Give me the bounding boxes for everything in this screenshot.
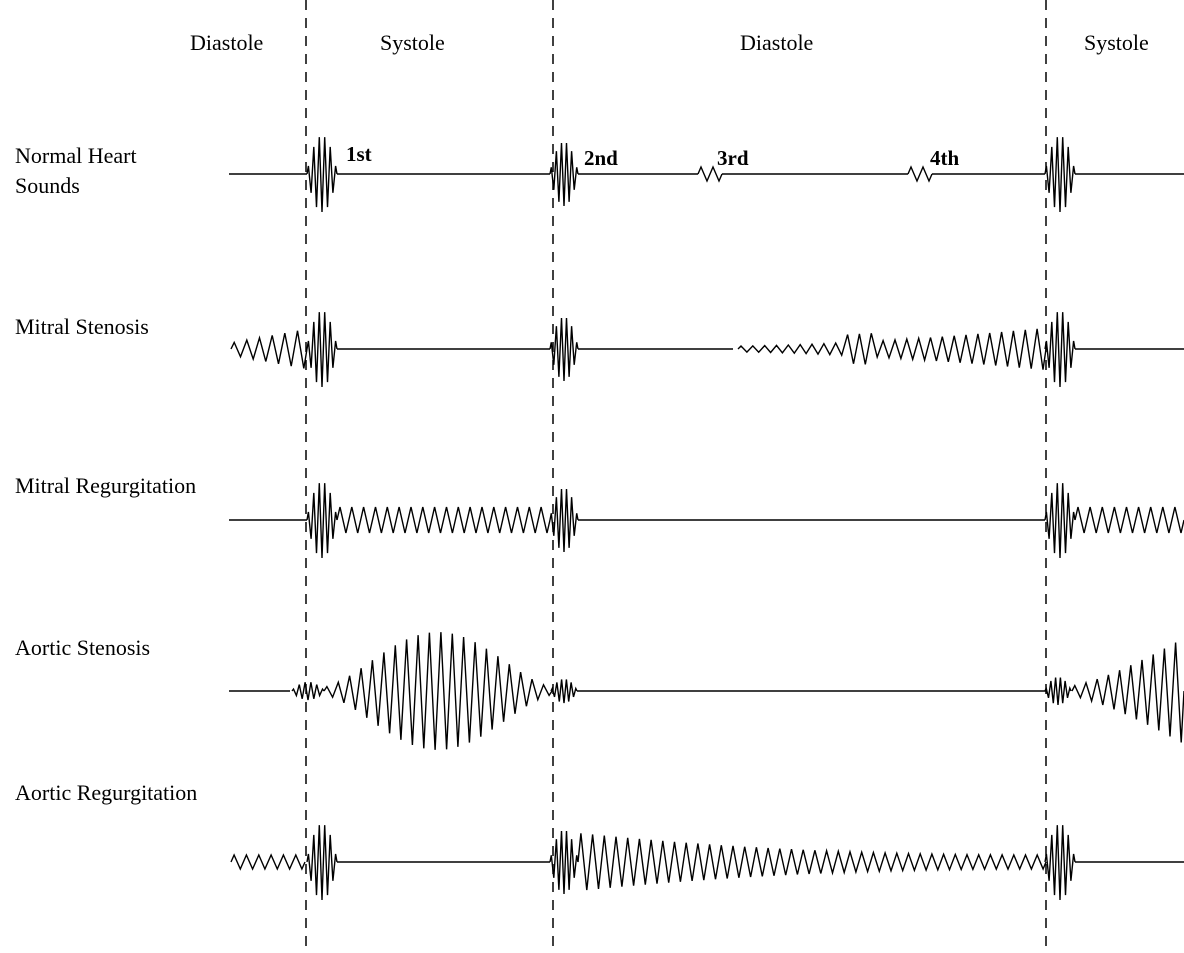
as-crescendo-murmur-repeat [1071,642,1184,743]
row-label-normal-line-1: Normal Heart [15,143,137,168]
as-crescendo-decrescendo-murmur [323,632,553,750]
sound-label-4th: 4th [930,146,960,170]
sound-label-2nd: 2nd [584,146,618,170]
mr-holosystolic-murmur [336,506,551,534]
ms-s1-burst-repeat [1044,312,1076,388]
ar-diastolic-murmur-tail [230,853,306,871]
ar-s1-burst-repeat [1044,825,1076,901]
normal-s2-burst [549,142,579,207]
ms-s2-burst [549,317,579,382]
row-label-aortic-regurgitation: Aortic Regurgitation [15,780,198,805]
phase-label-diastole-1: Diastole [190,30,264,55]
ar-s1-burst [306,825,338,901]
row-label-aortic-stenosis: Aortic Stenosis [15,635,151,660]
ms-diastolic-rumble [737,328,1047,370]
as-s2-small [550,679,578,704]
ar-s2-burst [549,830,579,895]
sound-label-3rd: 3rd [717,146,749,170]
phase-label-diastole-2: Diastole [740,30,814,55]
normal-s1-burst [306,137,338,213]
as-s1-small-repeat [1044,677,1072,706]
normal-s4-wave [907,165,933,183]
mr-s2-burst [549,488,579,553]
mr-holosystolic-murmur-repeat [1074,506,1184,534]
as-s1-small [291,682,325,701]
normal-s3-wave [697,165,723,183]
row-label-normal: Normal Heart Sounds [15,141,137,201]
row-label-normal-line-2: Sounds [15,173,80,198]
ar-decrescendo-diastolic-murmur [577,833,1047,891]
ms-s1-burst [306,312,338,388]
mr-s1-burst-repeat [1044,483,1076,559]
mr-s1-burst [306,483,338,559]
sound-label-1st: 1st [346,142,372,166]
phase-label-systole-2: Systole [1084,30,1149,55]
row-label-mitral-regurgitation: Mitral Regurgitation [15,473,197,498]
row-label-mitral-stenosis: Mitral Stenosis [15,314,149,339]
phase-label-systole-1: Systole [380,30,445,55]
ms-presystolic-murmur-start [230,330,308,369]
normal-s1-burst-repeat [1044,137,1076,213]
